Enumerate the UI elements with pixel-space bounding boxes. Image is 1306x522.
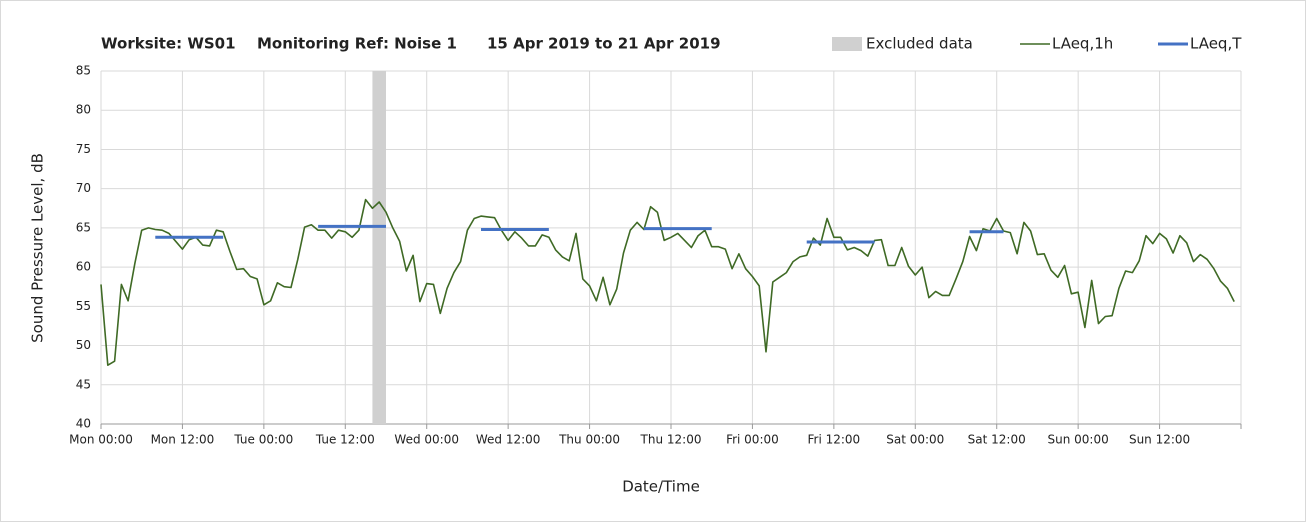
x-axis-label: Date/Time bbox=[622, 478, 700, 496]
excluded-band bbox=[372, 71, 386, 424]
chart-title: Monitoring Ref: Noise 1 bbox=[257, 35, 457, 53]
y-tick-label: 55 bbox=[76, 299, 91, 313]
x-tick-label: Fri 00:00 bbox=[726, 433, 779, 447]
y-axis-label: Sound Pressure Level, dB bbox=[29, 153, 47, 343]
x-tick-label: Fri 12:00 bbox=[808, 433, 861, 447]
x-tick-label: Thu 00:00 bbox=[558, 433, 620, 447]
x-tick-label: Sat 12:00 bbox=[968, 433, 1026, 447]
y-tick-label: 75 bbox=[76, 142, 91, 156]
x-tick-label: Tue 00:00 bbox=[233, 433, 293, 447]
chart-title: 15 Apr 2019 to 21 Apr 2019 bbox=[487, 35, 721, 53]
x-tick-label: Sun 12:00 bbox=[1129, 433, 1190, 447]
y-tick-label: 45 bbox=[76, 377, 91, 391]
y-tick-label: 65 bbox=[76, 220, 91, 234]
legend-swatch bbox=[832, 37, 862, 51]
y-tick-label: 80 bbox=[76, 103, 91, 117]
y-tick-label: 50 bbox=[76, 338, 91, 352]
x-tick-label: Sun 00:00 bbox=[1048, 433, 1109, 447]
x-tick-label: Wed 12:00 bbox=[476, 433, 541, 447]
x-tick-label: Mon 00:00 bbox=[69, 433, 133, 447]
x-tick-label: Mon 12:00 bbox=[151, 433, 215, 447]
x-tick-label: Tue 12:00 bbox=[315, 433, 375, 447]
x-tick-label: Sat 00:00 bbox=[886, 433, 944, 447]
legend-label: Excluded data bbox=[866, 35, 973, 53]
y-tick-label: 70 bbox=[76, 181, 91, 195]
chart-title: Worksite: WS01 bbox=[101, 35, 236, 53]
y-tick-label: 40 bbox=[76, 417, 91, 431]
y-tick-label: 60 bbox=[76, 260, 91, 274]
y-tick-label: 85 bbox=[76, 64, 91, 78]
x-tick-label: Wed 00:00 bbox=[394, 433, 459, 447]
legend-label: LAeq,T bbox=[1190, 35, 1242, 53]
data-line bbox=[100, 198, 1235, 366]
x-tick-label: Thu 12:00 bbox=[640, 433, 702, 447]
legend-label: LAeq,1h bbox=[1052, 35, 1113, 53]
